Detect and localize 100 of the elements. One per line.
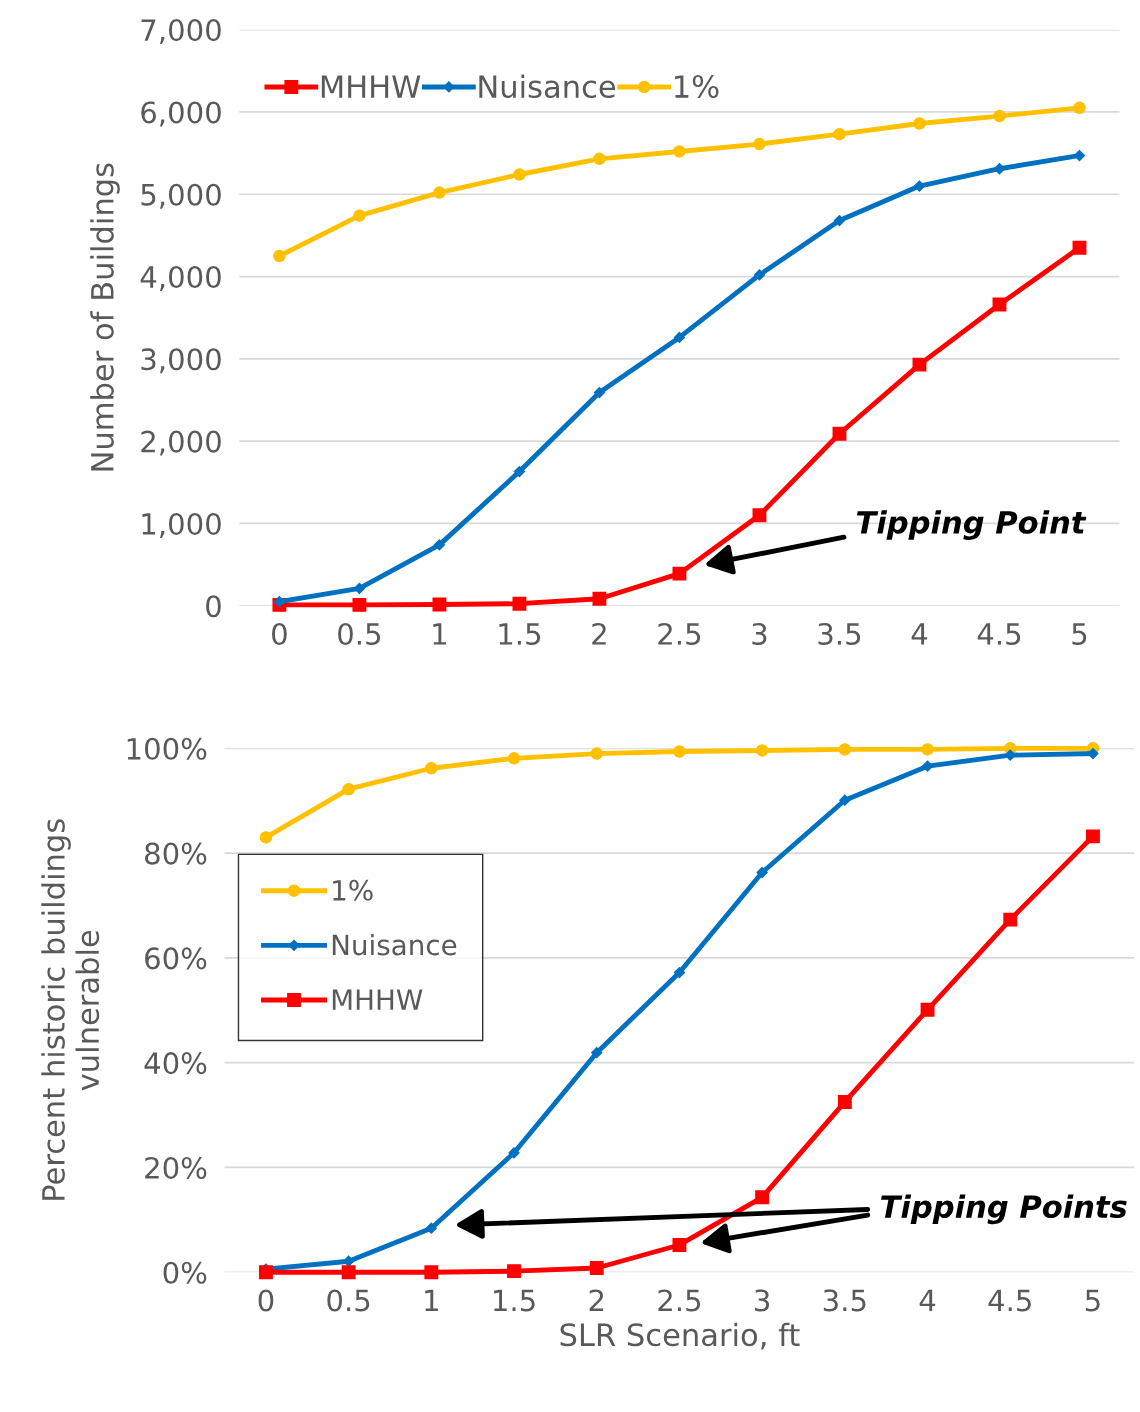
point — [593, 386, 606, 399]
x-tick-label: 2.5 — [658, 1289, 701, 1312]
legend-label: 1% — [675, 74, 719, 99]
y-axis-title: Number of Buildings — [90, 163, 120, 471]
x-tick-label: 4.5 — [977, 623, 1021, 645]
point — [512, 596, 527, 611]
point — [425, 1222, 437, 1234]
point — [1073, 101, 1086, 115]
legend-label: Nuisance — [332, 933, 457, 956]
point — [673, 331, 686, 344]
point — [513, 465, 526, 478]
point — [1004, 749, 1016, 761]
point — [921, 760, 934, 772]
y-tick-label: 6,000 — [141, 101, 221, 127]
x-tick-label: 3.5 — [823, 1289, 866, 1312]
point — [341, 1265, 356, 1280]
x-tick-label: 3.5 — [818, 622, 861, 645]
y-tick-label: 7,000 — [141, 19, 221, 45]
point — [753, 269, 766, 281]
point — [753, 137, 766, 151]
point — [258, 1265, 273, 1280]
legend-label: 1% — [333, 879, 373, 901]
x-tick-label: 5 — [1085, 1289, 1100, 1312]
y-tick-label: 100% — [127, 737, 207, 760]
y-tick-label: 5,000 — [141, 183, 221, 209]
point — [507, 1264, 521, 1279]
point — [343, 1255, 355, 1267]
point — [592, 591, 607, 606]
annotation: Tipping Point — [856, 510, 1087, 540]
x-tick-label: 1.5 — [499, 623, 541, 645]
legend-label: MHHW — [332, 989, 423, 1010]
y-tick-label: 2,000 — [141, 430, 221, 456]
x-tick-label: 0.5 — [338, 622, 381, 645]
point — [920, 1002, 935, 1017]
point — [508, 1147, 520, 1159]
point — [433, 539, 446, 551]
legend-label: MHHW — [321, 75, 421, 98]
point — [507, 752, 521, 765]
y-tick-label: 0% — [163, 1261, 207, 1284]
x-tick-label: 3 — [755, 1289, 770, 1312]
point — [672, 1238, 687, 1252]
point — [755, 1190, 770, 1205]
y-tick-label: 20% — [145, 1156, 207, 1179]
x-tick-label: 1 — [433, 623, 446, 645]
x-tick-label: 2.5 — [658, 622, 701, 645]
point — [913, 117, 926, 130]
point — [352, 597, 367, 612]
x-tick-label: 4.5 — [988, 1289, 1031, 1312]
x-tick-label: 1.5 — [494, 1289, 535, 1312]
y-tick-label: 0 — [206, 595, 221, 618]
point — [673, 966, 686, 979]
y-tick-label: 1,000 — [142, 512, 221, 538]
y-tick-label: 4,000 — [140, 265, 221, 292]
x-tick-label: 4 — [919, 1289, 936, 1312]
point — [673, 745, 686, 758]
point — [837, 1095, 852, 1109]
x-tick-label: 0.5 — [327, 1289, 370, 1312]
x-tick-label: 3 — [752, 622, 767, 645]
point — [752, 508, 767, 523]
point — [273, 249, 286, 263]
y-tick-label: 80% — [145, 842, 207, 865]
point — [1086, 829, 1100, 844]
point — [921, 743, 934, 756]
point — [833, 214, 846, 227]
point — [593, 152, 606, 166]
point — [912, 357, 927, 372]
point — [839, 794, 851, 806]
point — [425, 762, 438, 775]
point — [993, 109, 1006, 123]
x-tick-label: 2 — [589, 1289, 604, 1312]
y-tick-label: 60% — [145, 947, 207, 970]
y-axis-title: Percent historic buildings vulnerable — [41, 819, 100, 1200]
point — [424, 1265, 439, 1280]
point — [833, 127, 846, 141]
x-tick-label: 0 — [272, 622, 287, 645]
point — [342, 782, 355, 796]
point — [755, 744, 769, 757]
point — [913, 180, 926, 192]
x-axis-title: SLR Scenario, ft — [560, 1322, 800, 1350]
y-tick-label: 40% — [144, 1052, 207, 1075]
point — [672, 566, 687, 581]
legend-label: Nuisance — [479, 74, 616, 99]
x-tick-label: 0 — [258, 1289, 274, 1312]
point — [259, 831, 273, 844]
x-tick-label: 5 — [1072, 623, 1087, 645]
point — [832, 426, 847, 441]
point — [589, 1261, 604, 1275]
point — [513, 168, 526, 181]
point — [756, 866, 768, 879]
point — [433, 186, 446, 199]
point — [1003, 912, 1018, 927]
point — [590, 747, 603, 760]
annotation: Tipping Points — [881, 1194, 1127, 1225]
point — [673, 145, 686, 158]
x-tick-label: 4 — [911, 623, 928, 645]
x-tick-label: 1 — [425, 1289, 438, 1312]
point — [353, 209, 366, 222]
x-tick-label: 2 — [592, 622, 606, 645]
point — [838, 743, 852, 756]
y-tick-label: 3,000 — [141, 348, 221, 374]
